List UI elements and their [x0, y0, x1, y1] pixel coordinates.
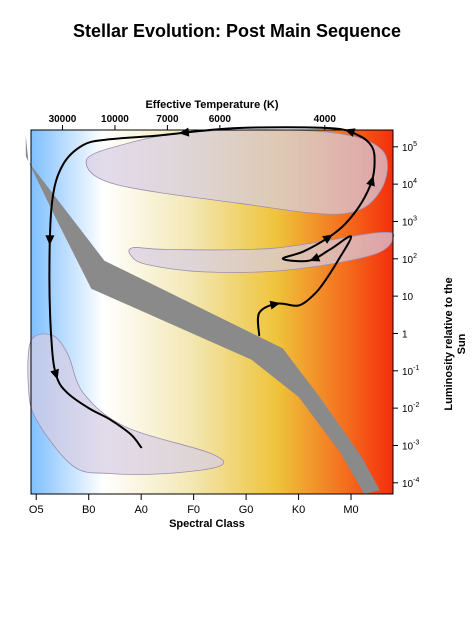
track-arrow	[269, 300, 281, 310]
axes-layer: O5 B0 A0 F0 G0 K0 M0 Spectral Class 30000 10000 70…	[29, 99, 468, 530]
white-dwarf-region	[27, 333, 225, 475]
chart-title: Stellar Evolution: Post Main Sequence	[72, 21, 402, 41]
y-tick-label: 102	[402, 253, 417, 266]
y-tick-label: 10-3	[402, 439, 419, 452]
top-tick-label: 10000	[101, 114, 129, 125]
track-arrow	[366, 175, 375, 187]
x-tick-label: A0	[134, 504, 147, 516]
x-tick-label: G0	[239, 504, 254, 516]
y-tick-label: 10-4	[402, 477, 419, 490]
track-arrow	[344, 128, 356, 137]
x-tick-label: O5	[29, 504, 44, 516]
evolution-track	[48, 126, 376, 449]
y-tick-label: 105	[402, 141, 417, 154]
x-tick-label: B0	[82, 504, 95, 516]
track-arrow	[45, 235, 55, 246]
x-tick-label: K0	[292, 504, 305, 516]
x-tick-label: M0	[343, 504, 358, 516]
y-tick-label: 10-1	[402, 365, 419, 378]
y-tick-label: 10-2	[402, 402, 419, 415]
top-tick-label: 30000	[49, 114, 77, 125]
top-tick-label: 7000	[156, 114, 179, 125]
top-tick-label: 6000	[209, 114, 232, 125]
x-axis-label: Spectral Class	[169, 518, 245, 530]
regions-layer	[25, 129, 395, 494]
x-tick-label: F0	[187, 504, 200, 516]
evolution-track-layer	[45, 126, 376, 449]
top-tick-label: 4000	[314, 114, 337, 125]
track-arrow	[309, 253, 321, 262]
track-arrow	[322, 234, 333, 244]
main-sequence-band	[25, 135, 380, 494]
y-tick-label: 10	[402, 292, 414, 303]
track-arrow	[50, 368, 59, 380]
y-tick-label: 103	[402, 215, 417, 228]
top-axis-label: Effective Temperature (K)	[145, 99, 278, 111]
y-tick-label: 1	[402, 329, 408, 340]
y-axis-label: Luminosity relative to theSun	[443, 277, 468, 410]
y-tick-label: 104	[402, 178, 417, 191]
plot-frame	[30, 129, 394, 495]
